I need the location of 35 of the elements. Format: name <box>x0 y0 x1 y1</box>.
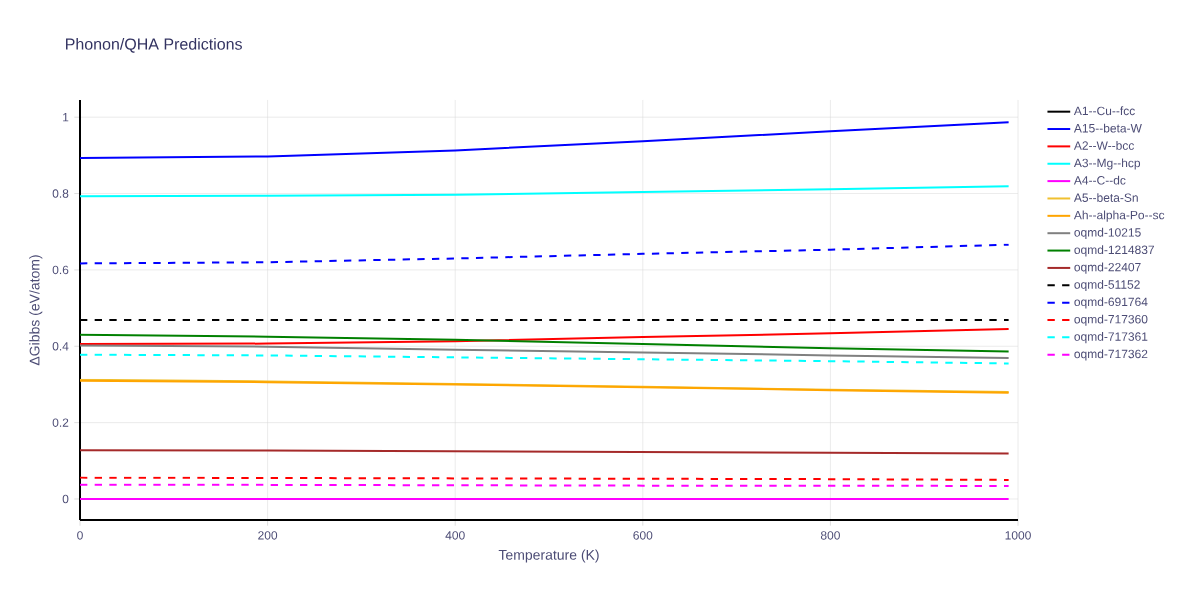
x-axis-title: Temperature (K) <box>498 549 599 563</box>
legend-label: A5--beta-Sn <box>1073 193 1138 202</box>
y-tick-label: 0.2 <box>52 418 69 427</box>
x-tick-label: 800 <box>820 531 840 540</box>
line-series <box>80 328 1010 345</box>
x-tick-label: 400 <box>445 531 465 540</box>
legend-label: A4--C--dc <box>1073 175 1126 185</box>
x-tick-label: 0 <box>77 531 83 540</box>
x-tick-label: 1000 <box>1005 531 1031 540</box>
x-tick-label: 600 <box>633 531 653 540</box>
legend-label: oqmd-10215 <box>1074 227 1141 240</box>
x-tick-label: 200 <box>258 531 278 540</box>
y-tick-label: 0 <box>62 494 69 504</box>
legend-label: oqmd-22407 <box>1074 262 1141 274</box>
legend-label: A15--beta-W <box>1073 123 1142 133</box>
legend-label: oqmd-717360 <box>1074 314 1148 326</box>
legend-label: Ah--alpha-Po--sc <box>1073 210 1165 222</box>
legend-label: A1--Cu--fcc <box>1073 106 1135 116</box>
legend-label: oqmd-51152 <box>1074 279 1140 292</box>
y-tick-label: 0.6 <box>52 265 69 275</box>
line-series <box>80 333 1010 353</box>
chart-title: Phonon/QHA Predictions <box>66 38 242 53</box>
legend-label: A2--W--bcc <box>1073 141 1135 150</box>
legend-label: A3--Mg--hcp <box>1073 158 1141 170</box>
y-tick-label: 0.8 <box>52 189 69 198</box>
y-tick-label: 1 <box>63 113 69 122</box>
legend-label: oqmd-1214837 <box>1074 245 1154 257</box>
line-series <box>80 243 1010 265</box>
legend-label: oqmd-717361 <box>1074 332 1148 344</box>
line-series <box>80 121 1010 160</box>
legend-label: oqmd-691764 <box>1074 297 1148 309</box>
line-series <box>80 185 1010 198</box>
y-axis-title: ΔGibbs (eV/atom) <box>29 255 43 366</box>
legend-label: oqmd-717362 <box>1074 349 1148 361</box>
y-tick-label: 0.4 <box>52 342 69 351</box>
